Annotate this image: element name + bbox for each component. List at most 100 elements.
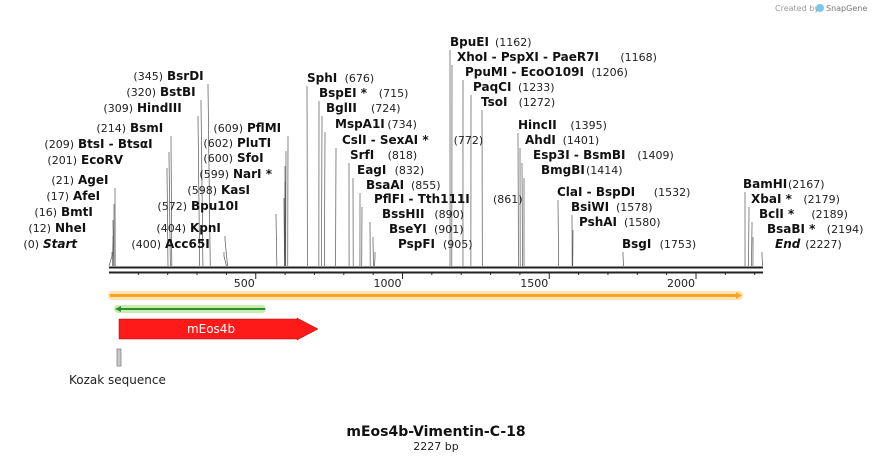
site-btsi-bts-i[interactable]: BtsI - BtsαI (209) xyxy=(44,137,152,151)
site-bsmi[interactable]: BsmI (214) xyxy=(96,121,163,135)
site-eagi[interactable]: EagI (832) xyxy=(357,163,424,177)
site-bseyi[interactable]: BseYI (901) xyxy=(389,222,464,236)
site-bamhi[interactable]: BamHI (2167) xyxy=(743,177,825,191)
site-name: KasI xyxy=(221,183,250,197)
site-position: (602) xyxy=(203,137,233,150)
site-agei[interactable]: AgeI (21) xyxy=(51,173,108,187)
site-bmgbi[interactable]: BmgBI (1414) xyxy=(541,163,623,177)
site-nhei[interactable]: NheI (12) xyxy=(28,221,86,235)
site-name: SrfI xyxy=(350,148,374,162)
site-end[interactable]: End (2227) xyxy=(775,237,842,251)
site-ppumi-ecoo109i[interactable]: PpuMI - EcoO109I (1206) xyxy=(465,65,628,79)
site-pshai[interactable]: PshAI (1580) xyxy=(579,215,661,229)
site-pflfi-tth111i[interactable]: PflFI - Tth111I (861) xyxy=(374,192,523,206)
site-bsshii[interactable]: BssHII (890) xyxy=(382,207,464,221)
site-position: (1395) xyxy=(570,119,607,132)
site-position: (1409) xyxy=(637,149,674,162)
site-tsoi[interactable]: TsoI (1272) xyxy=(481,95,555,109)
site-name: PflMI xyxy=(247,121,281,135)
site-name: EcoRV xyxy=(81,153,124,167)
site-name: TsoI xyxy=(481,95,507,109)
meos4b-label: mEos4b xyxy=(187,322,235,336)
site-bspei[interactable]: BspEI * (715) xyxy=(319,86,408,100)
site-position: (16) xyxy=(34,206,57,219)
site-srfi[interactable]: SrfI (818) xyxy=(350,148,417,162)
site-afei[interactable]: AfeI (17) xyxy=(46,189,100,203)
site-bpuei[interactable]: BpuEI (1162) xyxy=(450,35,532,49)
site-position: (901) xyxy=(434,223,464,236)
site-position: (715) xyxy=(379,87,409,100)
site-pluti[interactable]: PluTI (602) xyxy=(203,136,271,150)
site-name: BssHII xyxy=(382,207,424,221)
site-bsgi[interactable]: BsgI (1753) xyxy=(622,237,696,251)
ruler-tick-label: 2000 xyxy=(667,277,695,290)
site-name: PshAI xyxy=(579,215,617,229)
site-bcli[interactable]: BclI * (2189) xyxy=(759,207,848,221)
site-paqci[interactable]: PaqCI (1233) xyxy=(473,80,555,94)
site-name: SphI xyxy=(307,71,337,85)
site-bstbi[interactable]: BstBI (320) xyxy=(126,85,195,99)
site-kpni[interactable]: KpnI (404) xyxy=(156,221,221,235)
site-leader-line xyxy=(197,116,201,267)
site-name: AhdI xyxy=(525,133,556,147)
site-hindiii[interactable]: HindIII (309) xyxy=(103,101,181,115)
ruler: 500 1000 1500 2000 xyxy=(137,272,756,290)
site-position: (2167) xyxy=(788,178,825,191)
site-xbai[interactable]: XbaI * (2179) xyxy=(751,192,840,206)
site-position: (861) xyxy=(493,193,523,206)
site-position: (309) xyxy=(103,102,133,115)
site-position: (1272) xyxy=(519,96,556,109)
site-position: (320) xyxy=(126,86,156,99)
site-acc65i[interactable]: Acc65I (400) xyxy=(131,237,209,251)
site-name: BsaBI * xyxy=(767,222,816,236)
site-bglii[interactable]: BglII (724) xyxy=(326,101,401,115)
orf-arrowhead xyxy=(736,292,742,299)
site-leader-line xyxy=(166,168,169,267)
site-bsaai[interactable]: BsaAI (855) xyxy=(366,178,441,192)
site-nari[interactable]: NarI * (599) xyxy=(199,167,272,181)
site-leader-line xyxy=(108,252,113,267)
kozak-feature: Kozak sequence xyxy=(69,348,166,387)
site-bsiwi[interactable]: BsiWI (1578) xyxy=(571,200,653,214)
site-mspa1i[interactable]: MspA1I (734) xyxy=(335,117,417,131)
site-position: (818) xyxy=(388,149,418,162)
site-name: XhoI - PspXI - PaeR7I xyxy=(457,50,599,64)
site-name: End xyxy=(775,237,801,251)
site-xhoi-pspxi-paer7i[interactable]: XhoI - PspXI - PaeR7I (1168) xyxy=(457,50,657,64)
site-ecorv[interactable]: EcoRV (201) xyxy=(47,153,123,167)
site-bmti[interactable]: BmtI (16) xyxy=(34,205,92,219)
site-pspfi[interactable]: PspFI (905) xyxy=(398,237,473,251)
site-clai-bspdi[interactable]: ClaI - BspDI (1532) xyxy=(557,185,690,199)
site-bsrdi[interactable]: BsrDI (345) xyxy=(133,69,203,83)
site-bsabi[interactable]: BsaBI * (2194) xyxy=(767,222,863,236)
site-position: (2194) xyxy=(827,223,864,236)
site-bpu10i[interactable]: Bpu10I (572) xyxy=(157,199,238,213)
site-name: BsiWI xyxy=(571,200,609,214)
site-csli-sexai[interactable]: CslI - SexAI * (772) xyxy=(342,133,483,147)
site-position: (772) xyxy=(454,134,484,147)
site-kasi[interactable]: KasI (598) xyxy=(187,183,250,197)
site-position: (1753) xyxy=(660,238,697,251)
site-position: (734) xyxy=(387,118,417,131)
site-pflmi[interactable]: PflMI (609) xyxy=(213,121,281,135)
site-name: Start xyxy=(43,237,78,251)
site-name: BpuEI xyxy=(450,35,489,49)
site-ahdi[interactable]: AhdI (1401) xyxy=(525,133,599,147)
site-hincii[interactable]: HincII (1395) xyxy=(518,118,607,132)
site-start[interactable]: Start (0) xyxy=(23,237,78,251)
kozak-box xyxy=(116,348,122,367)
site-esp3i-bsmbi[interactable]: Esp3I - BsmBI (1409) xyxy=(533,148,674,162)
plasmid-title: mEos4b-Vimentin-C-18 xyxy=(346,424,525,440)
ruler-tick-label: 1000 xyxy=(374,277,402,290)
site-name: BstBI xyxy=(160,85,196,99)
site-name: MspA1I xyxy=(335,117,385,131)
credit: Created by SnapGene xyxy=(775,4,867,13)
site-sphi[interactable]: SphI (676) xyxy=(307,71,374,85)
site-name: SfoI xyxy=(237,151,264,165)
site-name: BmgBI xyxy=(541,163,585,177)
site-leader-line xyxy=(521,163,523,267)
site-name: PspFI xyxy=(398,237,435,251)
site-leader-lines xyxy=(108,50,763,267)
site-position: (609) xyxy=(213,122,243,135)
site-sfoi[interactable]: SfoI (600) xyxy=(203,151,263,165)
